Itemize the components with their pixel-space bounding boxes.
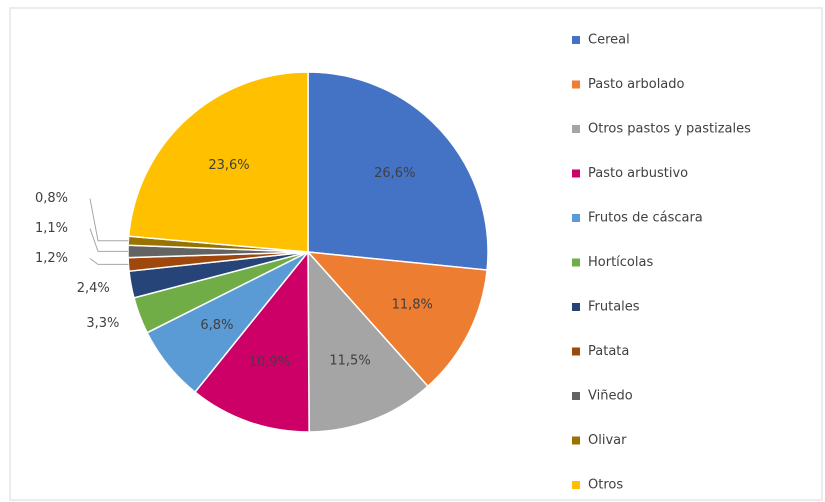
legend-swatch: [572, 392, 580, 400]
pie-slice: [307, 250, 429, 433]
data-label: 1,2%: [35, 251, 68, 266]
data-label: 11,5%: [329, 354, 370, 369]
legend-label: Otros pastos y pastizales: [588, 122, 751, 137]
data-label: 23,6%: [208, 158, 249, 173]
legend-swatch: [572, 347, 580, 356]
pie-slice: [193, 249, 310, 433]
legend-label: Frutos de cáscara: [588, 211, 703, 226]
legend-label: Cereal: [588, 33, 630, 48]
legend-label: Pasto arbustivo: [588, 166, 688, 181]
legend-label: Frutales: [588, 300, 640, 315]
legend-swatch: [572, 80, 580, 89]
legend-swatch: [572, 214, 580, 222]
legend-label: Patata: [588, 344, 629, 359]
pie-slice: [306, 251, 488, 388]
legend-label: Viñedo: [588, 389, 633, 404]
data-label: 11,8%: [392, 298, 433, 313]
data-label: 2,4%: [77, 281, 110, 296]
legend-label: Otros: [588, 478, 623, 493]
legend-swatch: [572, 303, 580, 311]
legend-swatch: [572, 169, 580, 178]
legend-swatch: [572, 258, 580, 267]
pie-slice: [307, 71, 489, 271]
legend-label: Hortícolas: [588, 255, 653, 270]
leader-line: [89, 198, 129, 242]
data-label: 3,3%: [86, 316, 119, 331]
legend-label: Pasto arbolado: [588, 77, 685, 92]
legend-swatch: [572, 481, 580, 489]
leader-line: [89, 258, 129, 265]
legend-label: Olivar: [588, 433, 627, 448]
data-label: 10,9%: [249, 355, 290, 370]
legend-swatch: [572, 436, 580, 445]
data-label: 6,8%: [200, 318, 233, 333]
legend-swatch: [572, 125, 580, 133]
legend-swatch: [572, 36, 580, 44]
leader-line: [89, 228, 129, 252]
data-label: 1,1%: [35, 221, 68, 236]
pie-slice: [127, 71, 309, 253]
data-label: 26,6%: [374, 166, 415, 181]
data-label: 0,8%: [35, 191, 68, 206]
